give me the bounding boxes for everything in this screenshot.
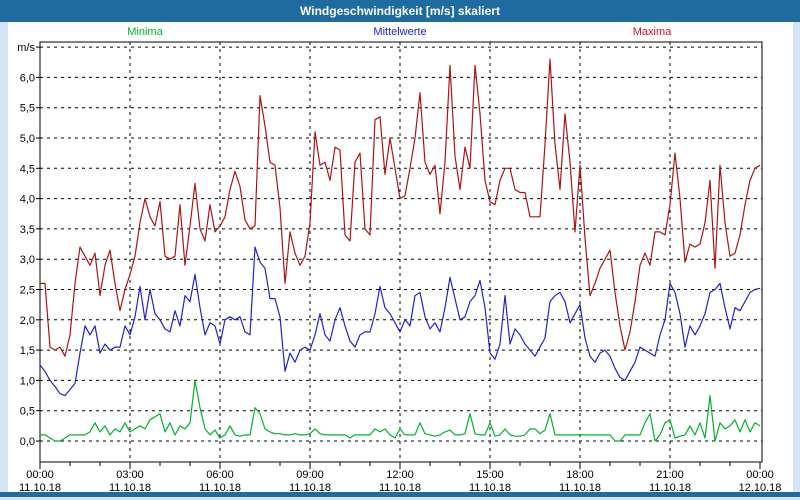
x-tick-time-label: 15:00 <box>476 469 504 481</box>
y-tick-label: 5,0 <box>20 133 35 145</box>
legend-label-mittelwerte: Mittelwerte <box>373 26 426 38</box>
x-tick-date-label: 11.10.18 <box>559 482 601 494</box>
x-tick-time-label: 18:00 <box>566 469 594 481</box>
x-tick-time-label: 03:00 <box>116 469 144 481</box>
series-line-mittelwerte <box>39 246 761 397</box>
window-bottom-border <box>0 492 800 497</box>
y-tick-label: 4,5 <box>20 163 35 175</box>
x-tick-time-label: 00:00 <box>746 469 774 481</box>
x-tick-date-label: 11.10.18 <box>19 482 61 494</box>
series-line-maxima <box>40 58 761 357</box>
x-tick-time-label: 21:00 <box>656 469 684 481</box>
y-tick-label: 2,0 <box>20 315 35 327</box>
x-tick-date-label: 12.10.18 <box>739 482 782 494</box>
y-tick-label: 1,5 <box>20 345 35 357</box>
y-tick-label: 5,5 <box>20 103 35 115</box>
x-tick-date-label: 11.10.18 <box>289 482 331 494</box>
x-tick-date-label: 11.10.18 <box>199 482 241 494</box>
plot-border <box>39 41 763 463</box>
x-tick-time-label: 06:00 <box>206 469 234 481</box>
y-tick-label: 2,5 <box>20 285 35 297</box>
x-tick-date-label: 11.10.18 <box>649 482 691 494</box>
y-tick-label: 3,0 <box>20 254 35 266</box>
y-tick-label: 3,5 <box>20 224 35 236</box>
y-axis-unit-label: m/s <box>17 42 35 54</box>
y-tick-label: 4,0 <box>20 194 35 206</box>
y-tick-label: 0,0 <box>20 436 35 448</box>
window-title: Windgeschwindigkeit [m/s] skaliert <box>300 4 500 18</box>
x-tick-date-label: 11.10.18 <box>379 482 421 494</box>
x-tick-time-label: 00:00 <box>26 469 54 481</box>
series-line-minima <box>40 379 761 442</box>
legend-label-maxima: Maxima <box>633 26 672 38</box>
y-tick-label: 0,5 <box>20 406 35 418</box>
window-title-bar: Windgeschwindigkeit [m/s] skaliert <box>0 0 800 22</box>
legend-label-minima: Minima <box>127 26 163 38</box>
x-tick-date-label: 11.10.18 <box>469 482 511 494</box>
x-tick-time-label: 09:00 <box>296 469 324 481</box>
y-tick-label: 1,0 <box>20 375 35 387</box>
y-tick-label: 6,0 <box>20 72 35 84</box>
x-tick-time-label: 12:00 <box>386 469 414 481</box>
x-tick-date-label: 11.10.18 <box>109 482 151 494</box>
